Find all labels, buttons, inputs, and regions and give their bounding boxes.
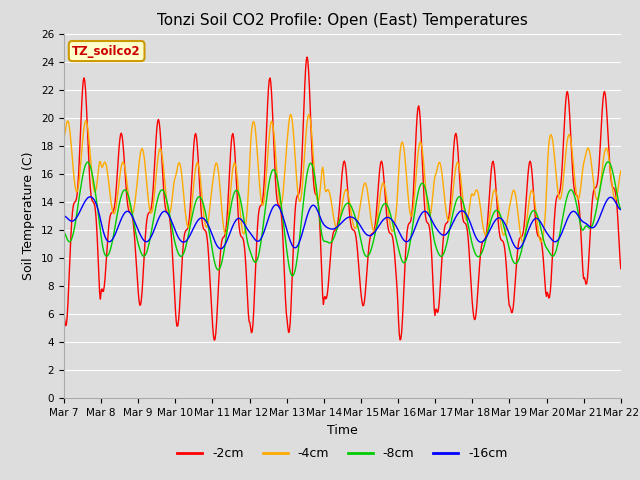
-16cm	[70, 217, 78, 223]
-8cm	[617, 206, 625, 212]
-8cm	[428, 218, 435, 224]
Line: -2cm: -2cm	[64, 57, 621, 340]
-4cm	[214, 162, 221, 168]
-4cm	[60, 135, 68, 141]
Line: -4cm: -4cm	[64, 115, 621, 242]
-16cm	[185, 235, 193, 240]
-2cm	[127, 211, 135, 216]
-8cm	[214, 266, 221, 272]
-4cm	[184, 224, 192, 230]
-2cm	[303, 54, 311, 60]
-16cm	[216, 246, 224, 252]
-8cm	[411, 209, 419, 215]
-4cm	[428, 208, 435, 214]
-2cm	[211, 337, 218, 343]
-2cm	[412, 142, 419, 148]
X-axis label: Time: Time	[327, 424, 358, 437]
Text: TZ_soilco2: TZ_soilco2	[72, 45, 141, 58]
Y-axis label: Soil Temperature (C): Soil Temperature (C)	[22, 152, 35, 280]
-4cm	[305, 112, 312, 118]
-4cm	[411, 189, 419, 195]
-4cm	[617, 168, 625, 174]
-2cm	[70, 200, 78, 206]
-2cm	[617, 266, 625, 272]
-16cm	[412, 224, 419, 229]
Line: -16cm: -16cm	[64, 197, 621, 249]
-2cm	[60, 311, 68, 317]
-8cm	[70, 227, 78, 233]
-16cm	[617, 207, 625, 213]
-16cm	[86, 194, 94, 200]
-4cm	[70, 175, 78, 181]
-8cm	[289, 273, 296, 279]
-4cm	[537, 239, 545, 245]
-16cm	[214, 244, 222, 250]
Line: -8cm: -8cm	[64, 162, 621, 276]
-4cm	[127, 210, 135, 216]
-2cm	[184, 225, 192, 230]
-2cm	[428, 255, 436, 261]
-16cm	[60, 213, 68, 219]
-8cm	[60, 229, 68, 235]
-2cm	[214, 291, 222, 297]
-8cm	[605, 159, 612, 165]
-8cm	[127, 206, 135, 212]
Legend: -2cm, -4cm, -8cm, -16cm: -2cm, -4cm, -8cm, -16cm	[172, 442, 513, 465]
Title: Tonzi Soil CO2 Profile: Open (East) Temperatures: Tonzi Soil CO2 Profile: Open (East) Temp…	[157, 13, 528, 28]
-8cm	[184, 235, 192, 240]
-16cm	[428, 217, 436, 223]
-16cm	[128, 213, 136, 219]
